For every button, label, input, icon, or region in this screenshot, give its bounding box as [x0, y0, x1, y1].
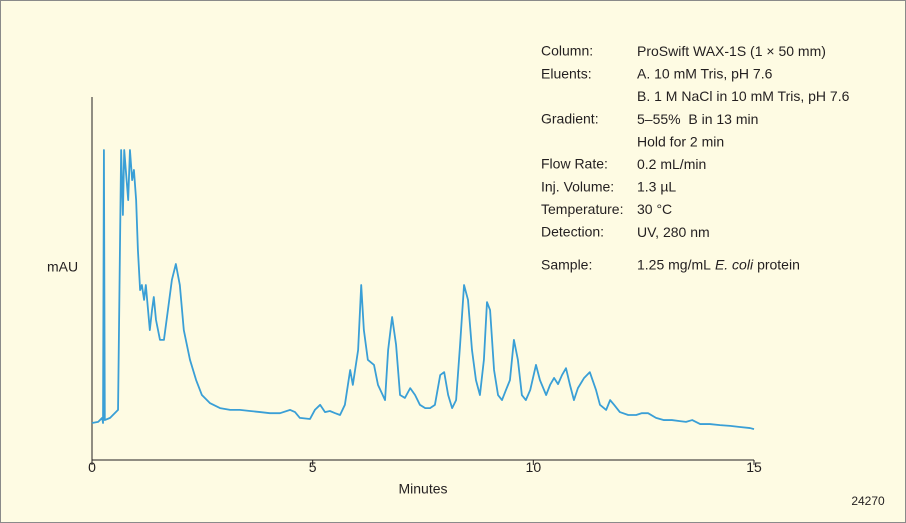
- condition-value-part: A. 10 mM Tris, pH 7.6: [637, 65, 773, 81]
- condition-value-part: E. coli: [715, 256, 754, 272]
- condition-value-part: 5–55% B in 13 min: [637, 111, 758, 127]
- condition-value-part: B. 1 M NaCl in 10 mM Tris, pH 7.6: [637, 88, 850, 104]
- condition-value-part: 0.2 mL/min: [637, 156, 706, 172]
- x-axis-label: Minutes: [398, 481, 447, 497]
- x-tick-label: 0: [88, 459, 96, 475]
- condition-label: Inj. Volume:: [541, 178, 614, 194]
- condition-value-part: protein: [757, 256, 800, 272]
- condition-value: A. 10 mM Tris, pH 7.6: [637, 65, 773, 81]
- condition-value: 1.25 mg/mL E. coli protein: [637, 256, 800, 272]
- condition-label: Eluents:: [541, 65, 592, 81]
- condition-value: 1.3 µL: [637, 178, 676, 194]
- condition-value: 5–55% B in 13 min: [637, 111, 758, 127]
- condition-value: B. 1 M NaCl in 10 mM Tris, pH 7.6: [637, 88, 850, 104]
- condition-value-part: 1.3 µL: [637, 178, 676, 194]
- condition-value-part: 30 °C: [637, 201, 672, 217]
- condition-value-part: UV, 280 nm: [637, 224, 710, 240]
- condition-value-part: Hold for 2 min: [637, 133, 724, 149]
- condition-value-part: ProSwift WAX-1S (1 × 50 mm): [637, 43, 826, 59]
- condition-label: Flow Rate:: [541, 156, 608, 172]
- condition-value: 30 °C: [637, 201, 672, 217]
- condition-value: 0.2 mL/min: [637, 156, 706, 172]
- chromatogram-trace: [91, 149, 755, 431]
- condition-value: Hold for 2 min: [637, 133, 724, 149]
- condition-label: Sample:: [541, 256, 592, 272]
- condition-label: Column:: [541, 43, 593, 59]
- condition-value: UV, 280 nm: [637, 224, 710, 240]
- condition-label: Detection:: [541, 224, 604, 240]
- condition-label: Temperature:: [541, 201, 623, 217]
- x-tick-label: 10: [526, 459, 542, 475]
- condition-label: Gradient:: [541, 111, 599, 127]
- y-axis-label: mAU: [47, 259, 78, 275]
- x-tick-label: 15: [746, 459, 762, 475]
- condition-value-part: 1.25 mg/mL: [637, 256, 711, 272]
- x-tick-label: 5: [309, 459, 317, 475]
- figure-id: 24270: [851, 494, 885, 508]
- condition-value: ProSwift WAX-1S (1 × 50 mm): [637, 43, 826, 59]
